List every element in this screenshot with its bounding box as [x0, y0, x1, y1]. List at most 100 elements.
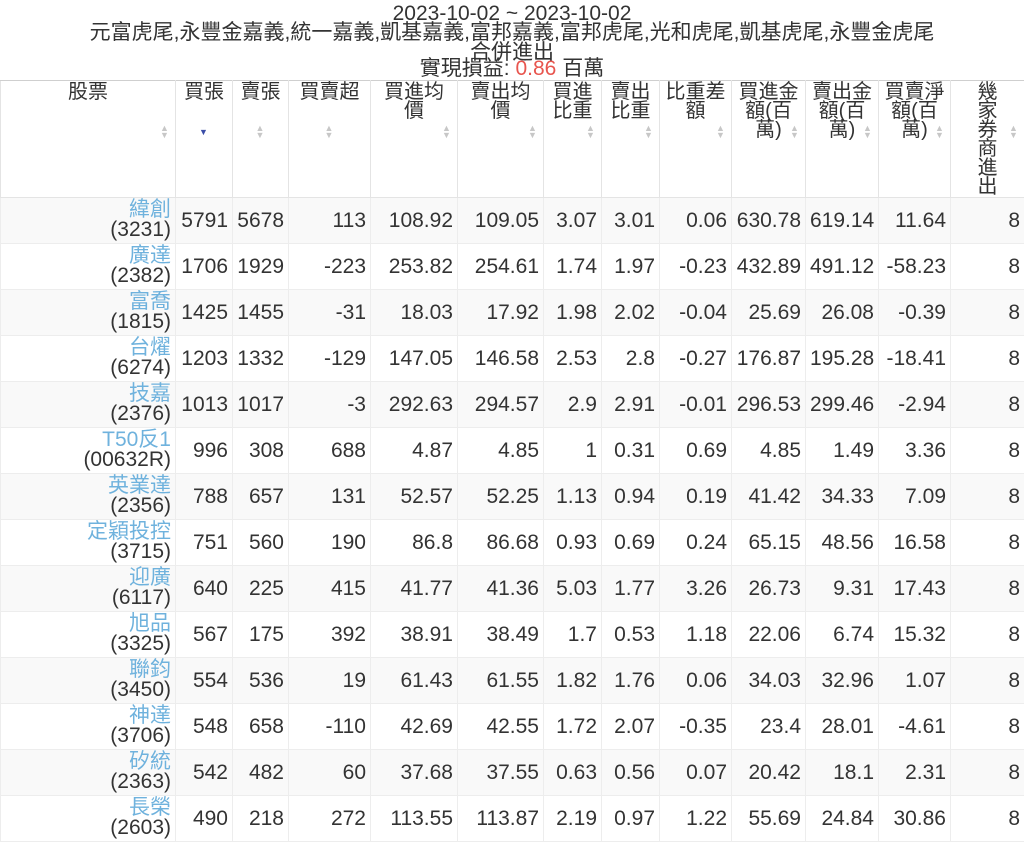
broker-count-cell: 8	[951, 244, 1024, 290]
buy-weight-cell: 2.9	[544, 382, 602, 428]
column-header-buy-weight[interactable]: 買進比重 ▲▼	[544, 81, 602, 198]
sell-avg-price-cell: 61.55	[458, 658, 544, 704]
stock-cell[interactable]: 矽統(2363)	[1, 750, 176, 796]
stock-cell[interactable]: 迎廣(6117)	[1, 566, 176, 612]
column-header-sell-amount[interactable]: 賣出金額(百萬) ▲▼	[806, 81, 879, 198]
buy-weight-cell: 0.93	[544, 520, 602, 566]
net-amount-cell: 16.58	[879, 520, 951, 566]
column-label: 買進比重	[548, 83, 597, 121]
sort-both-icon[interactable]: ▲▼	[863, 125, 872, 139]
stock-cell[interactable]: 台燿(6274)	[1, 336, 176, 382]
sort-both-icon[interactable]: ▲▼	[325, 125, 334, 139]
buy-weight-cell: 1.7	[544, 612, 602, 658]
column-header-weight-diff[interactable]: 比重差額 ▲▼	[660, 81, 732, 198]
column-header-buy-avg-price[interactable]: 買進均價 ▲▼	[371, 81, 458, 198]
report-header: 2023-10-02 ~ 2023-10-02 元富虎尾,永豐金嘉義,統一嘉義,…	[0, 0, 1024, 80]
sell-lots-cell: 5678	[233, 198, 289, 244]
sell-avg-price-cell: 37.55	[458, 750, 544, 796]
stock-code: (00632R)	[0, 449, 171, 471]
stock-code: (2376)	[0, 403, 171, 425]
sell-amount-cell: 26.08	[806, 290, 879, 336]
stock-cell[interactable]: 英業達(2356)	[1, 474, 176, 520]
broker-count-cell: 8	[951, 796, 1024, 842]
column-header-broker-count[interactable]: 幾家券商進出 ▲▼	[951, 81, 1024, 198]
stock-cell[interactable]: T50反1(00632R)	[1, 428, 176, 474]
sort-both-icon[interactable]: ▲▼	[586, 125, 595, 139]
sell-amount-cell: 491.12	[806, 244, 879, 290]
net-amount-cell: 1.07	[879, 658, 951, 704]
sort-both-icon[interactable]: ▲▼	[935, 125, 944, 139]
sort-both-icon[interactable]: ▲▼	[644, 125, 653, 139]
column-header-net-lots[interactable]: 買賣超 ▲▼	[289, 81, 371, 198]
column-label: 買張	[180, 83, 228, 102]
sort-both-icon[interactable]: ▲▼	[528, 125, 537, 139]
sell-amount-cell: 6.74	[806, 612, 879, 658]
stock-cell[interactable]: 緯創(3231)	[1, 198, 176, 244]
column-header-net-amount[interactable]: 買賣淨額(百萬) ▲▼	[879, 81, 951, 198]
stock-cell[interactable]: 富喬(1815)	[1, 290, 176, 336]
net-lots-cell: -3	[289, 382, 371, 428]
sort-both-icon[interactable]: ▲▼	[160, 125, 169, 139]
broker-count-cell: 8	[951, 658, 1024, 704]
sort-both-icon[interactable]: ▲▼	[442, 125, 451, 139]
sort-desc-icon[interactable]: ▼	[199, 125, 208, 139]
sell-avg-price-cell: 146.58	[458, 336, 544, 382]
column-header-buy-amount[interactable]: 買進金額(百萬) ▲▼	[732, 81, 806, 198]
column-header-sell-weight[interactable]: 賣出比重 ▲▼	[602, 81, 660, 198]
realized-pl-unit: 百萬	[562, 57, 604, 80]
sort-both-icon[interactable]: ▲▼	[256, 125, 265, 139]
sort-both-icon[interactable]: ▲▼	[1009, 125, 1018, 139]
net-lots-cell: 688	[289, 428, 371, 474]
sell-amount-cell: 619.14	[806, 198, 879, 244]
net-amount-cell: 15.32	[879, 612, 951, 658]
buy-amount-cell: 4.85	[732, 428, 806, 474]
stock-cell[interactable]: 聯鈞(3450)	[1, 658, 176, 704]
column-label: 幾家券商進出	[977, 83, 999, 197]
stock-cell[interactable]: 廣達(2382)	[1, 244, 176, 290]
buy-avg-price-cell: 41.77	[371, 566, 458, 612]
sell-avg-price-cell: 86.68	[458, 520, 544, 566]
realized-pl-value: 0.86	[515, 57, 556, 80]
column-header-sell-lots[interactable]: 賣張 ▲▼	[233, 81, 289, 198]
sell-weight-cell: 2.8	[602, 336, 660, 382]
column-header-stock[interactable]: 股票 ▲▼	[1, 81, 176, 198]
net-lots-cell: -223	[289, 244, 371, 290]
stock-code: (1815)	[0, 311, 171, 333]
stock-cell[interactable]: 長榮(2603)	[1, 796, 176, 842]
sell-weight-cell: 0.53	[602, 612, 660, 658]
stock-identity: T50反1(00632R)	[0, 429, 171, 471]
stock-cell[interactable]: 旭品(3325)	[1, 612, 176, 658]
sell-avg-price-cell: 17.92	[458, 290, 544, 336]
sort-both-icon[interactable]: ▲▼	[790, 125, 799, 139]
net-lots-cell: 272	[289, 796, 371, 842]
sort-both-icon[interactable]: ▲▼	[716, 125, 725, 139]
sell-lots-cell: 218	[233, 796, 289, 842]
stock-code: (3715)	[0, 541, 171, 563]
column-header-buy-lots[interactable]: 買張 ▼	[176, 81, 233, 198]
column-header-sell-avg-price[interactable]: 賣出均價 ▲▼	[458, 81, 544, 198]
stock-name-link[interactable]: 長榮	[0, 797, 171, 819]
weight-diff-cell: 0.69	[660, 428, 732, 474]
sell-weight-cell: 3.01	[602, 198, 660, 244]
stock-cell[interactable]: 技嘉(2376)	[1, 382, 176, 428]
buy-avg-price-cell: 113.55	[371, 796, 458, 842]
stock-cell[interactable]: 神達(3706)	[1, 704, 176, 750]
column-label: 買進均價	[375, 83, 453, 121]
stock-cell[interactable]: 定穎投控(3715)	[1, 520, 176, 566]
buy-weight-cell: 1	[544, 428, 602, 474]
weight-diff-cell: 0.06	[660, 658, 732, 704]
